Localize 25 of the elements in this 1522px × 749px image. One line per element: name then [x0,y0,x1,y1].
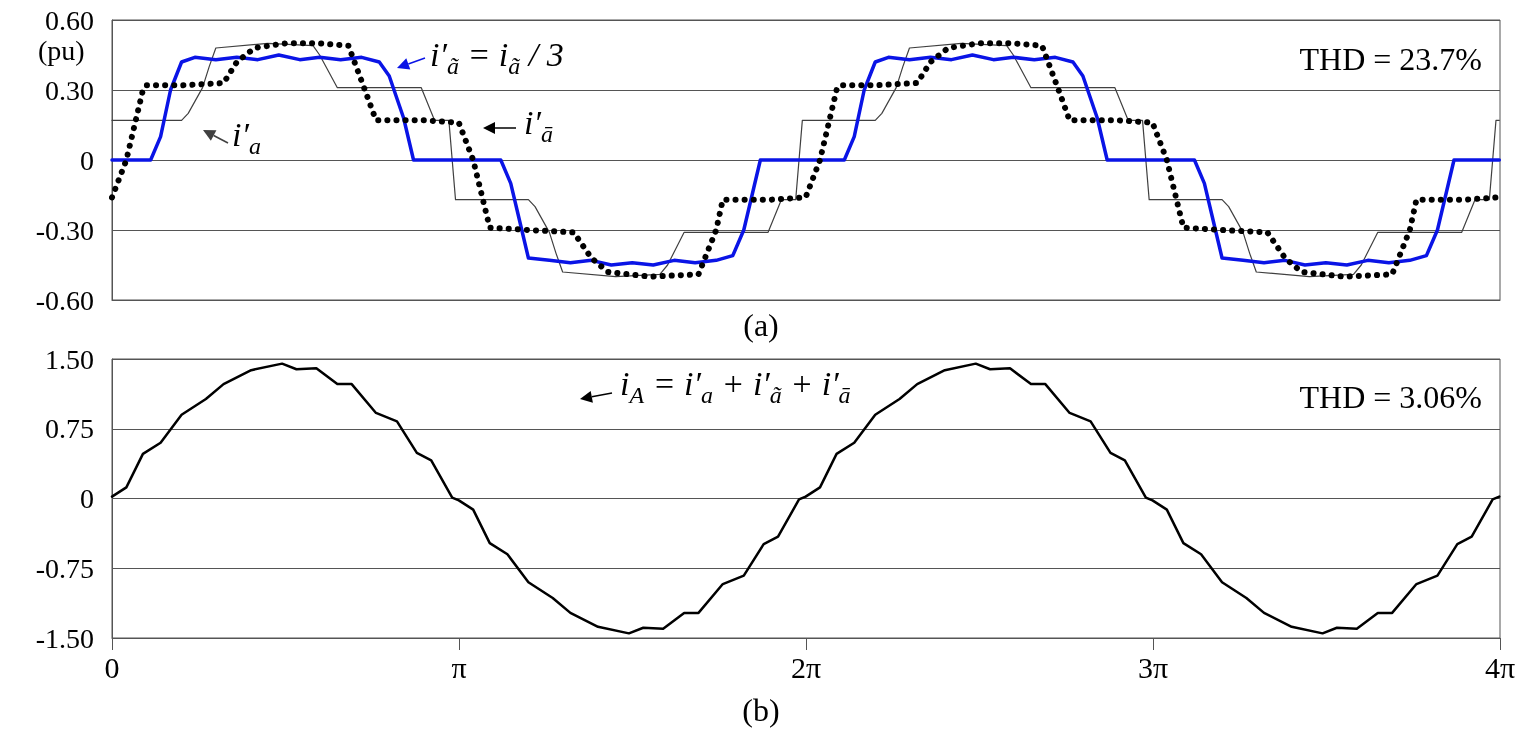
y-tick-label: -0.60 [35,284,94,316]
y-tick-label: -0.75 [35,552,94,584]
y-axis-title: (pu) [38,34,85,66]
y-tick-label: 0 [80,483,94,514]
x-tick-label: π [451,650,467,684]
text: (b) [742,692,780,728]
y-tick-label: 0.30 [45,74,94,106]
y-tick-label: 0.60 [45,4,94,36]
legend-label: i$_{A}$ = i′$_{a}$ + i′$_{ã}$ + i′$_{ā}$ [620,365,851,409]
x-tick-label: 4π [1484,650,1516,684]
y-tick-label: 1.50 [45,343,94,375]
x-tick-label: 0 [104,650,120,684]
y-tick-label: 0.75 [45,413,94,445]
y-tick-label: -1.50 [35,622,94,654]
legend-label: i′$_{ā}$ [524,104,553,148]
y-tick-label: -0.30 [35,214,94,246]
x-tick-label: 3π [1137,650,1169,684]
text: (a) [743,307,779,343]
annotation: THD = 3.06% [1299,379,1482,415]
annotation: THD = 23.7% [1299,41,1482,77]
x-tick-label: 2π [790,650,822,684]
line-series [110,362,1501,635]
legend-label: i′$_{a}$ [232,116,261,160]
legend-label: i′$_{ã}$ = i$_{ã}$ / 3 [430,36,564,80]
y-tick-label: 0 [80,144,94,176]
